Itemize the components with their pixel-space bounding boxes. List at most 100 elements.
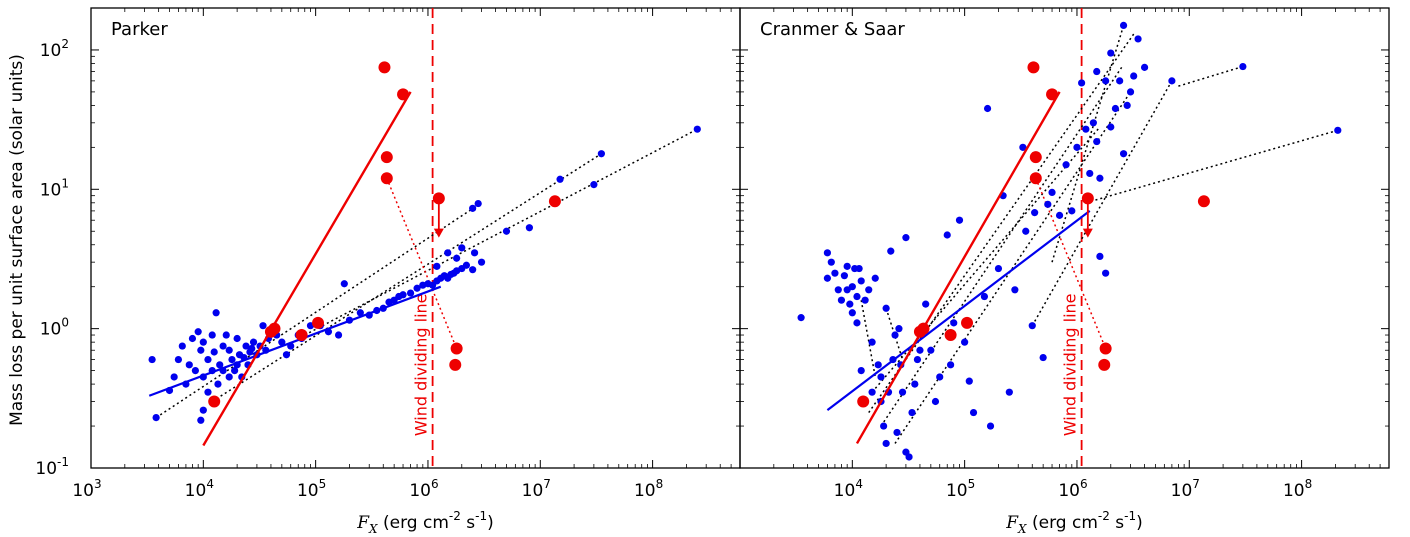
- x-tick-label: 108: [634, 477, 663, 501]
- blue-point: [458, 244, 466, 252]
- blue-point: [470, 249, 479, 257]
- red-point: [1046, 88, 1059, 101]
- blue-point: [895, 325, 903, 333]
- blue-point: [1334, 126, 1342, 134]
- blue-point: [936, 373, 944, 381]
- blue-point: [902, 234, 910, 242]
- y-axis-label: Mass loss per unit surface area (solar u…: [7, 54, 27, 426]
- x-tick-exponent: 4: [855, 477, 863, 491]
- y-tick-label: 10-1: [35, 455, 69, 479]
- blue-point: [1068, 207, 1076, 215]
- blue-fit-line: [148, 285, 442, 397]
- blue-point: [340, 280, 348, 288]
- x-tick-label: 105: [297, 477, 326, 501]
- blue-point: [525, 224, 533, 232]
- x-tick-exponent: 6: [431, 477, 439, 491]
- x-tick-label: 103: [72, 477, 101, 501]
- blue-point: [502, 227, 511, 235]
- x-tick-label: 108: [1283, 477, 1312, 501]
- blue-point: [178, 342, 186, 350]
- x-tick-exponent: 7: [1192, 477, 1200, 491]
- red-point: [857, 395, 870, 408]
- dotted-track: [871, 126, 1101, 393]
- blue-point: [882, 304, 890, 312]
- x-tick-label: 104: [185, 477, 214, 501]
- red-point: [1099, 342, 1112, 355]
- x-tick-label: 105: [946, 477, 975, 501]
- dotted-track: [211, 153, 602, 403]
- dotted-track: [880, 66, 1123, 427]
- blue-point: [1031, 209, 1039, 217]
- blue-point: [868, 388, 876, 396]
- blue-point: [462, 261, 471, 269]
- blue-point: [590, 181, 598, 189]
- x-tick-exponent: 5: [968, 477, 976, 491]
- blue-point: [861, 296, 869, 304]
- y-tick-label: 100: [40, 316, 69, 340]
- blue-point: [855, 264, 863, 273]
- red-point: [397, 88, 410, 101]
- plot-frame: [739, 7, 1390, 469]
- red-point: [1029, 172, 1042, 185]
- x-tick-exponent: 8: [656, 477, 664, 491]
- panel-title: Cranmer & Saar: [760, 19, 905, 40]
- blue-point: [433, 262, 441, 270]
- blue-point: [1126, 88, 1135, 96]
- blue-point: [840, 272, 848, 280]
- blue-point: [556, 175, 564, 183]
- blue-point: [905, 453, 913, 461]
- blue-point: [965, 377, 973, 385]
- blue-point: [469, 266, 477, 274]
- blue-point: [837, 296, 846, 304]
- blue-point: [242, 342, 250, 350]
- blue-point: [882, 439, 890, 448]
- blue-point: [911, 380, 919, 388]
- dotted-track: [1085, 129, 1338, 204]
- panel-title: Parker: [111, 19, 168, 40]
- blue-point: [1239, 62, 1247, 71]
- blue-point: [1168, 77, 1176, 85]
- blue-point: [214, 380, 222, 388]
- blue-point: [1123, 101, 1131, 110]
- blue-point: [204, 388, 212, 396]
- blue-point: [916, 346, 924, 354]
- blue-point: [474, 199, 482, 208]
- red-dotted-track: [386, 177, 458, 349]
- blue-point: [831, 269, 839, 277]
- blue-point: [1044, 200, 1052, 208]
- blue-point: [444, 249, 452, 257]
- x-tick-exponent: 7: [543, 477, 551, 491]
- blue-point: [170, 373, 178, 381]
- blue-point: [212, 309, 220, 317]
- blue-point: [225, 346, 233, 354]
- y-tick-exponent: -1: [57, 455, 69, 469]
- blue-point: [943, 231, 951, 239]
- blue-point: [969, 408, 978, 417]
- blue-point: [947, 361, 955, 369]
- blue-point: [1089, 119, 1097, 127]
- blue-point: [1078, 79, 1086, 87]
- blue-point: [469, 204, 477, 212]
- blue-point: [1107, 123, 1115, 131]
- x-tick-exponent: 8: [1305, 477, 1313, 491]
- blue-point: [865, 286, 873, 294]
- blue-point: [1019, 143, 1027, 151]
- blue-point: [927, 346, 935, 354]
- red-point: [268, 322, 281, 335]
- blue-point: [857, 366, 865, 375]
- wind-dividing-label: Wind dividing line: [1061, 293, 1080, 436]
- blue-point: [980, 292, 989, 301]
- wind-dividing-label: Wind dividing line: [412, 293, 431, 436]
- blue-point: [249, 338, 258, 346]
- blue-point: [986, 422, 995, 430]
- red-point: [295, 329, 308, 342]
- panel-1: 103 104 105 106 107 10810-1100101102ParkerFX …: [35, 7, 741, 536]
- red-point: [1029, 151, 1042, 164]
- plot-area: Wind dividing line: [148, 8, 701, 468]
- dotted-track: [304, 128, 698, 336]
- blue-point: [797, 314, 805, 322]
- blue-point: [197, 416, 205, 424]
- blue-point: [233, 334, 241, 343]
- y-tick-exponent: 0: [61, 316, 69, 330]
